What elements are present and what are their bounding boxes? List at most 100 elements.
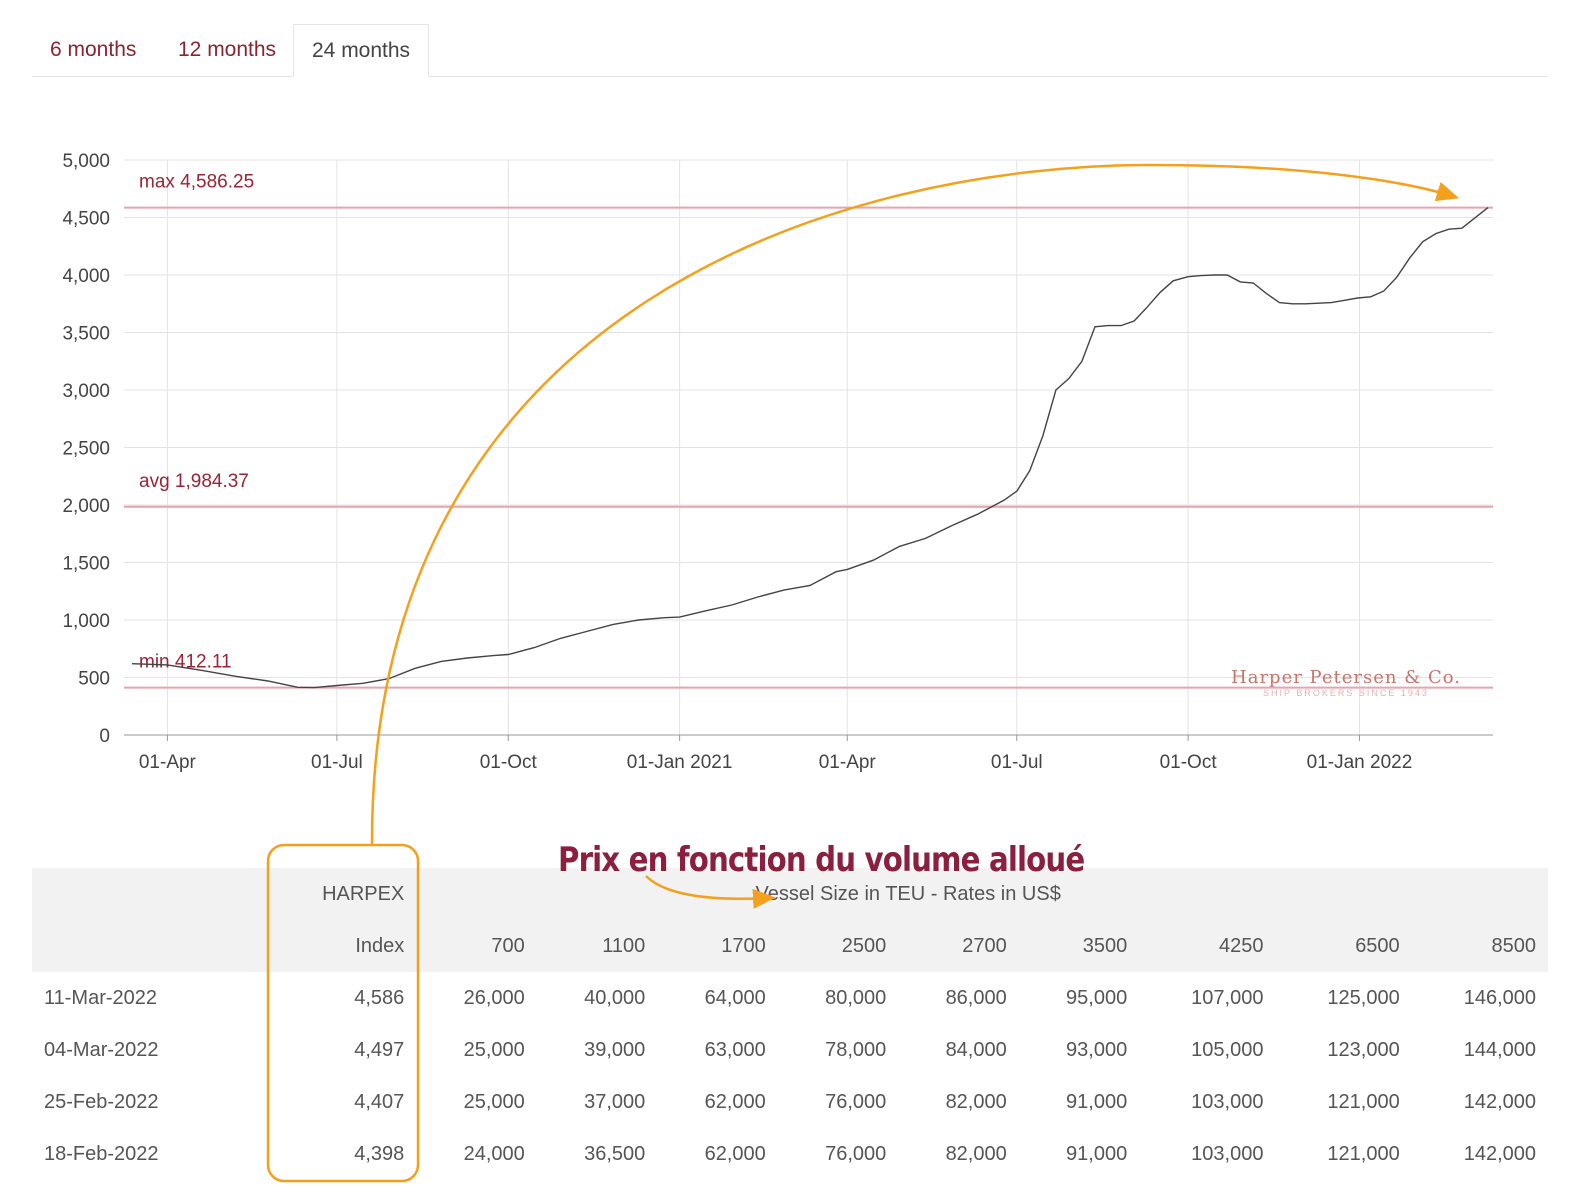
size-header-cell: 6500 — [1275, 920, 1412, 972]
y-gridlines — [124, 159, 1493, 736]
row-date: 04-Mar-2022 — [44, 1038, 159, 1061]
row-rate: 103,000 — [1191, 1142, 1264, 1165]
table-size-header: Index 700 1100 1700 2500 2700 3500 4250 6500 850… — [32, 920, 1548, 972]
y-tick-labels: 0 500 1,000 1,500 2,000 2,500 3,000 3,500 4,000 4… — [62, 151, 110, 747]
annotation-title: Prix en fonction du volume alloué — [558, 840, 1085, 880]
row-rate: 63,000 — [704, 1038, 766, 1061]
size-header-cell: 2500 — [777, 920, 899, 972]
table-body: 11-Mar-2022 4,586 26,000 40,000 64,000 80,000… — [32, 972, 1548, 1180]
row-rate: 40,000 — [584, 986, 646, 1009]
harpex-header: HARPEX — [266, 868, 417, 920]
row-rate: 82,000 — [945, 1090, 1007, 1113]
size-header-cell: 1700 — [657, 920, 778, 972]
index-header: Index — [266, 920, 417, 972]
row-rate: 123,000 — [1327, 1038, 1400, 1061]
watermark-tagline: SHIP BROKERS SINCE 1943 — [1263, 688, 1429, 698]
y-tick-label: 2,000 — [62, 496, 110, 517]
watermark-name: Harper Petersen & Co. — [1231, 667, 1461, 688]
row-rate: 105,000 — [1191, 1038, 1264, 1061]
x-tick-label: 01-Apr — [139, 752, 197, 773]
row-rate: 142,000 — [1463, 1142, 1536, 1165]
y-tick-label: 4,500 — [62, 209, 110, 230]
row-index: 4,407 — [354, 1090, 405, 1113]
row-rate: 76,000 — [825, 1090, 887, 1113]
reference-lines: max 4,586.25 avg 1,984.37 min 412.11 — [124, 172, 1493, 689]
row-date: 11-Mar-2022 — [44, 986, 158, 1009]
x-tick-label: 01-Jul — [311, 752, 363, 773]
row-rate: 62,000 — [704, 1142, 766, 1165]
row-rate: 64,000 — [704, 986, 766, 1009]
range-tabs: 6 months 12 months 24 months — [32, 24, 1548, 77]
x-tick-label: 01-Jul — [991, 752, 1043, 773]
reference-label: max 4,586.25 — [139, 172, 254, 193]
tab-6-months[interactable]: 6 months — [50, 38, 137, 61]
row-rate: 78,000 — [825, 1038, 887, 1061]
table-row: 04-Mar-2022 4,497 25,000 39,000 63,000 78,000… — [32, 1024, 1548, 1076]
reference-label: avg 1,984.37 — [139, 471, 249, 492]
watermark: Harper Petersen & Co. SHIP BROKERS SINCE… — [1231, 667, 1461, 698]
row-rate: 25,000 — [463, 1038, 525, 1061]
row-rate: 142,000 — [1463, 1090, 1536, 1113]
row-rate: 121,000 — [1327, 1142, 1400, 1165]
row-rate: 25,000 — [463, 1090, 525, 1113]
row-rate: 93,000 — [1066, 1038, 1128, 1061]
row-index: 4,586 — [354, 986, 405, 1009]
row-rate: 39,000 — [584, 1038, 646, 1061]
header-blank — [32, 920, 266, 972]
y-tick-label: 5,000 — [62, 151, 110, 172]
size-header-cell: 4250 — [1139, 920, 1276, 972]
row-rate: 86,000 — [945, 986, 1007, 1009]
row-rate: 76,000 — [825, 1142, 887, 1165]
rates-table: HARPEX Vessel Size in TEU - Rates in US$… — [32, 868, 1548, 1180]
harpex-line-chart: max 4,586.25 avg 1,984.37 min 412.11 0 500 1… — [62, 151, 1493, 773]
x-tick-label: 01-Oct — [1160, 752, 1218, 773]
size-header-cell: 700 — [416, 920, 537, 972]
row-rate: 84,000 — [945, 1038, 1007, 1061]
size-header-cell: 8500 — [1411, 920, 1548, 972]
x-tick-label: 01-Oct — [480, 752, 538, 773]
y-tick-label: 1,500 — [62, 554, 110, 575]
row-rate: 144,000 — [1463, 1038, 1536, 1061]
y-tick-label: 3,000 — [62, 381, 110, 402]
tab-24-months[interactable]: 24 months — [293, 24, 430, 77]
y-tick-label: 500 — [78, 669, 110, 690]
row-rate: 125,000 — [1327, 986, 1400, 1009]
row-rate: 91,000 — [1066, 1142, 1128, 1165]
row-rate: 146,000 — [1463, 986, 1536, 1009]
row-rate: 82,000 — [945, 1142, 1007, 1165]
table-row: 18-Feb-2022 4,398 24,000 36,500 62,000 76,000… — [32, 1128, 1548, 1180]
row-rate: 95,000 — [1066, 986, 1128, 1009]
reference-label: min 412.11 — [139, 652, 232, 673]
size-header-cell: 2700 — [898, 920, 1019, 972]
row-rate: 36,500 — [584, 1142, 646, 1165]
row-rate: 37,000 — [584, 1090, 646, 1113]
y-tick-label: 1,000 — [62, 611, 110, 632]
table-row: 11-Mar-2022 4,586 26,000 40,000 64,000 80,000… — [32, 972, 1548, 1024]
y-tick-label: 2,500 — [62, 439, 110, 460]
y-tick-label: 4,000 — [62, 266, 110, 287]
row-rate: 91,000 — [1066, 1090, 1128, 1113]
row-rate: 24,000 — [463, 1142, 525, 1165]
row-date: 25-Feb-2022 — [44, 1090, 159, 1113]
row-rate: 26,000 — [463, 986, 525, 1009]
x-gridlines — [166, 160, 1360, 741]
row-rate: 80,000 — [825, 986, 887, 1009]
tab-12-months[interactable]: 12 months — [178, 38, 277, 61]
x-tick-label: 01-Apr — [819, 752, 877, 773]
x-tick-label: 01-Jan 2021 — [627, 752, 733, 773]
vessel-size-header: Vessel Size in TEU - Rates in US$ — [416, 868, 1548, 920]
row-rate: 62,000 — [704, 1090, 766, 1113]
size-header-cell: 3500 — [1018, 920, 1140, 972]
x-tick-labels: 01-Apr 01-Jul 01-Oct 01-Jan 2021 01-Apr 01-Ju… — [139, 752, 1412, 773]
row-rate: 121,000 — [1327, 1090, 1400, 1113]
row-rate: 107,000 — [1191, 986, 1264, 1009]
header-blank — [32, 868, 266, 920]
y-tick-label: 0 — [99, 726, 110, 747]
x-tick-label: 01-Jan 2022 — [1307, 752, 1413, 773]
row-rate: 103,000 — [1191, 1090, 1264, 1113]
row-date: 18-Feb-2022 — [44, 1142, 159, 1165]
table-row: 25-Feb-2022 4,407 25,000 37,000 62,000 76,000… — [32, 1076, 1548, 1128]
row-index: 4,497 — [354, 1038, 405, 1061]
size-header-cell: 1100 — [536, 920, 658, 972]
y-tick-label: 3,500 — [62, 324, 110, 345]
